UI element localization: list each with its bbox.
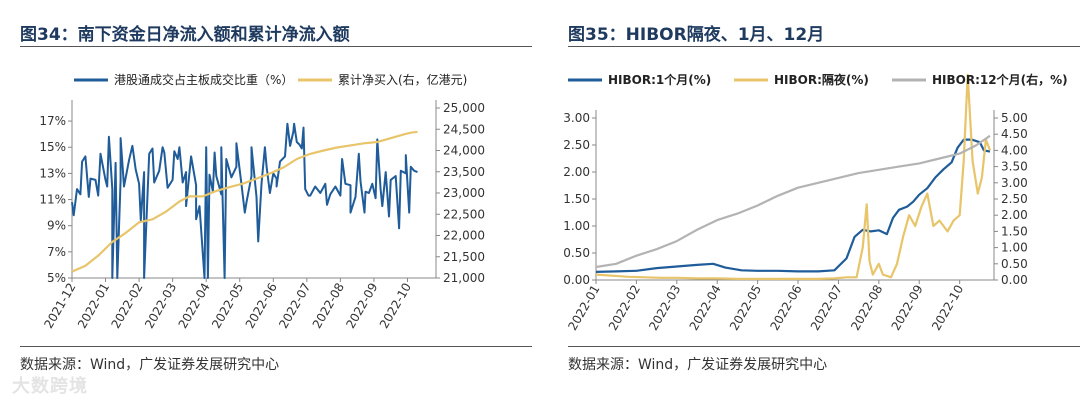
y-left-tick-label: 13% xyxy=(39,166,66,180)
chart-title: 图34：南下资金日净流入额和累计净流入额 xyxy=(20,25,350,45)
legend-label: HIBOR:1个月(%) xyxy=(608,72,711,87)
x-tick-label: 2022-02 xyxy=(109,281,146,331)
title-rule xyxy=(568,46,1080,47)
y-right-tick-label: 24,500 xyxy=(443,122,485,136)
y-right-tick-label: 3.50 xyxy=(1001,160,1028,174)
x-tick-label: 2022-09 xyxy=(889,283,926,333)
y-left-tick-label: 1.50 xyxy=(563,192,590,206)
y-left-tick-label: 9% xyxy=(47,219,66,233)
legend-label: 累计净买入(右，亿港元) xyxy=(338,72,467,87)
x-tick-label: 2022-08 xyxy=(848,283,885,333)
x-tick-label: 2022-06 xyxy=(767,283,804,333)
x-tick-label: 2022-05 xyxy=(727,283,764,333)
y-right-tick-label: 21,000 xyxy=(443,271,485,285)
legend-label: HIBOR:12个月(右，%) xyxy=(932,72,1068,87)
chart-title: 图35：HIBOR隔夜、1月、12月 xyxy=(568,25,825,45)
series-line-1 xyxy=(71,122,418,279)
series-line-1 xyxy=(595,138,991,273)
series-line-2 xyxy=(595,73,992,280)
y-right-tick-label: 22,500 xyxy=(443,207,485,221)
x-tick-label: 2022-01 xyxy=(75,281,112,331)
y-left-tick-label: 7% xyxy=(47,245,66,259)
legend-label: 港股通成交占主板成交比重（%） xyxy=(114,72,293,87)
x-tick-label: 2021-12 xyxy=(41,281,78,331)
y-right-tick-label: 2.00 xyxy=(1001,208,1028,222)
series-line-2 xyxy=(71,130,418,273)
y-left-tick-label: 1.00 xyxy=(563,219,590,233)
y-right-tick-label: 23,500 xyxy=(443,165,485,179)
y-right-tick-label: 25,000 xyxy=(443,101,485,115)
x-tick-label: 2022-03 xyxy=(646,283,683,333)
source-note: 数据来源：Wind，广发证券发展研究中心 xyxy=(20,357,280,373)
y-right-tick-label: 22,000 xyxy=(443,229,485,243)
y-right-tick-label: 1.00 xyxy=(1001,241,1028,255)
y-left-tick-label: 2.00 xyxy=(563,165,590,179)
chart-panel-right: 图35：HIBOR隔夜、1月、12月 0.00 0.50 1.00 1.50 2.00 2… xyxy=(548,0,1080,404)
y-left-tick-label: 3.00 xyxy=(563,111,590,125)
y-left-tick-label: 2.50 xyxy=(563,138,590,152)
x-tick-label: 2022-10 xyxy=(377,281,414,331)
y-right-tick-label: 0.50 xyxy=(1001,257,1028,271)
y-left-tick-label: 5% xyxy=(47,271,66,285)
y-right-tick-label: 4.00 xyxy=(1001,143,1028,157)
x-tick-label: 2022-06 xyxy=(243,281,280,331)
chart-right: 0.00 0.50 1.00 1.50 2.00 2.50 3.00 0.00 0.50 1.00… xyxy=(563,72,1068,333)
chart-panel-left: 图34：南下资金日净流入额和累计净流入额 5% 7% 9% 11% 13% 15% 17% 2… xyxy=(0,0,532,404)
watermark: 大数跨境 xyxy=(12,376,88,397)
y-right-tick-label: 5.00 xyxy=(1001,111,1028,125)
y-right-tick-label: 0.00 xyxy=(1001,273,1028,287)
y-right-tick-label: 23,000 xyxy=(443,186,485,200)
y-right-tick-label: 21,500 xyxy=(443,250,485,264)
y-left-tick-label: 0.00 xyxy=(563,273,590,287)
y-left-tick-label: 0.50 xyxy=(563,246,590,260)
source-rule xyxy=(20,346,532,347)
x-tick-label: 2022-02 xyxy=(606,283,643,333)
x-tick-label: 2022-01 xyxy=(565,283,602,333)
series-line-3 xyxy=(595,134,991,269)
y-right-tick-label: 1.50 xyxy=(1001,224,1028,238)
y-left-tick-label: 17% xyxy=(39,114,66,128)
x-tick-label: 2022-08 xyxy=(310,281,347,331)
x-tick-label: 2022-10 xyxy=(929,283,966,333)
y-right-tick-label: 24,000 xyxy=(443,144,485,158)
legend-label: HIBOR:隔夜(%) xyxy=(774,72,869,87)
chart-left: 5% 7% 9% 11% 13% 15% 17% 21,000 21,500 22,000 22,5… xyxy=(39,72,485,331)
x-tick-label: 2022-07 xyxy=(808,283,845,333)
x-tick-label: 2022-03 xyxy=(142,281,179,331)
title-rule xyxy=(20,46,532,47)
x-tick-label: 2022-04 xyxy=(176,281,213,331)
x-tick-label: 2022-05 xyxy=(209,281,246,331)
source-note: 数据来源：Wind，广发证券发展研究中心 xyxy=(568,357,828,373)
y-right-tick-label: 3.00 xyxy=(1001,176,1028,190)
source-rule xyxy=(568,346,1080,347)
y-right-tick-label: 2.50 xyxy=(1001,192,1028,206)
x-tick-label: 2022-09 xyxy=(343,281,380,331)
y-left-tick-label: 15% xyxy=(39,140,66,154)
y-left-tick-label: 11% xyxy=(39,193,66,207)
x-tick-label: 2022-04 xyxy=(687,283,724,333)
y-right-tick-label: 4.50 xyxy=(1001,127,1028,141)
x-tick-label: 2022-07 xyxy=(276,281,313,331)
